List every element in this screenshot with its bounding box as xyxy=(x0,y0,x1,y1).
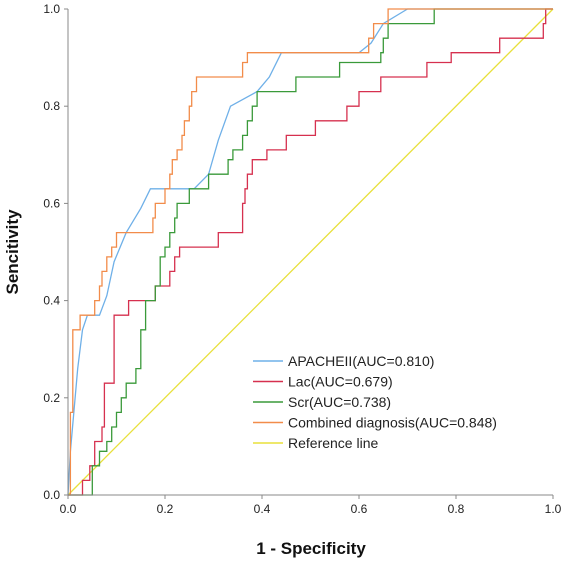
x-tick-label: 0.8 xyxy=(448,502,465,516)
legend-label-reference-line: Reference line xyxy=(288,435,378,451)
series-line-combined-diagnosis xyxy=(68,8,553,496)
x-tick-label: 0.2 xyxy=(157,502,174,516)
ticks-layer: 0.0 0.2 0.4 0.6 0.8 1.0 0.0 0.2 0.4 0.6 0.8 1.0 xyxy=(43,2,561,516)
y-tick-label: 0.6 xyxy=(43,196,60,210)
x-tick-label: 0.0 xyxy=(60,502,77,516)
series-line-scr xyxy=(68,8,553,496)
series-layer xyxy=(67,8,554,496)
legend: APACHEII(AUC=0.810) Lac(AUC=0.679) Scr(AUC… xyxy=(253,353,497,451)
y-axis-title: Sencitivity xyxy=(3,209,22,295)
legend-label-combined-diagnosis: Combined diagnosis(AUC=0.848) xyxy=(288,415,497,431)
x-tick-label: 0.6 xyxy=(351,502,368,516)
y-tick-label: 0.8 xyxy=(43,99,60,113)
series-line-reference-line xyxy=(67,8,554,496)
legend-label-lac: Lac(AUC=0.679) xyxy=(288,374,393,390)
legend-label-scr: Scr(AUC=0.738) xyxy=(288,394,391,410)
x-tick-label: 0.4 xyxy=(254,502,271,516)
axes-layer xyxy=(67,9,553,496)
x-axis-title: 1 - Specificity xyxy=(256,539,366,558)
y-tick-label: 0.0 xyxy=(43,488,60,502)
legend-label-apacheii: APACHEII(AUC=0.810) xyxy=(288,353,434,369)
y-tick-label: 0.4 xyxy=(43,294,60,308)
y-tick-label: 0.2 xyxy=(43,391,60,405)
series-line-lac xyxy=(68,8,553,496)
y-tick-label: 1.0 xyxy=(43,2,60,16)
x-tick-label: 1.0 xyxy=(545,502,562,516)
